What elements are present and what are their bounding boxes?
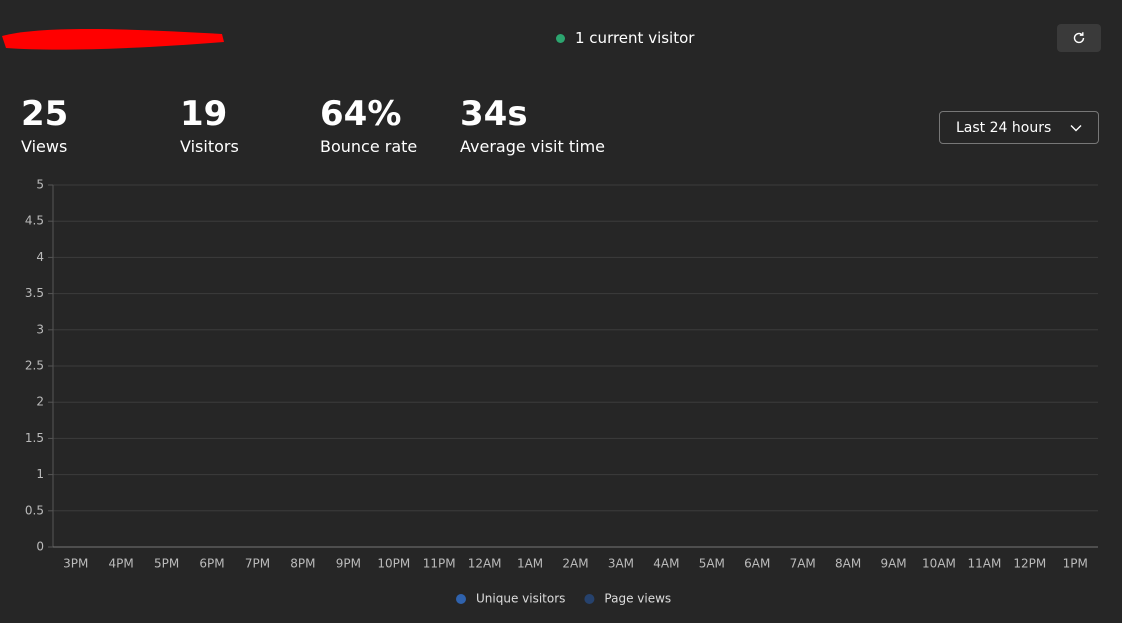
metric-value: 34s bbox=[460, 94, 528, 134]
metric: 19 Visitors bbox=[180, 92, 239, 158]
current-visitors-text: 1 current visitor bbox=[575, 29, 695, 47]
y-tick-label: 1 bbox=[36, 467, 44, 481]
metric-label: Views bbox=[21, 137, 68, 156]
redacted-title bbox=[2, 29, 224, 50]
x-tick-label: 2AM bbox=[562, 557, 588, 571]
x-tick-label: 12PM bbox=[1013, 557, 1046, 571]
y-tick-label: 4.5 bbox=[25, 214, 44, 228]
current-visitors: 1 current visitor bbox=[556, 29, 694, 47]
x-tick-label: 10PM bbox=[377, 557, 410, 571]
metric-value: 19 bbox=[180, 94, 228, 134]
legend-swatch bbox=[584, 594, 595, 604]
legend-label: Page views bbox=[604, 592, 671, 606]
legend-label: Unique visitors bbox=[476, 592, 565, 606]
date-range-dropdown[interactable]: Last 24 hours bbox=[939, 111, 1099, 144]
metric-label: Average visit time bbox=[460, 137, 605, 156]
x-tick-label: 7PM bbox=[245, 557, 270, 571]
x-tick-label: 4PM bbox=[109, 557, 134, 571]
x-tick-label: 11AM bbox=[967, 557, 1001, 571]
metric: 64% Bounce rate bbox=[320, 92, 417, 158]
metric: 25 Views bbox=[21, 92, 68, 158]
y-tick-label: 2 bbox=[36, 395, 44, 409]
y-tick-label: 2.5 bbox=[25, 359, 44, 373]
refresh-button[interactable] bbox=[1057, 24, 1101, 52]
y-tick-label: 4 bbox=[36, 250, 44, 264]
x-tick-label: 9PM bbox=[336, 557, 361, 571]
x-tick-label: 5PM bbox=[154, 557, 179, 571]
x-tick-label: 12AM bbox=[468, 557, 502, 571]
x-tick-label: 5AM bbox=[699, 557, 725, 571]
metric-value: 25 bbox=[21, 94, 69, 134]
x-tick-label: 3AM bbox=[608, 557, 634, 571]
y-tick-label: 0.5 bbox=[25, 503, 44, 517]
y-tick-label: 0 bbox=[36, 540, 44, 554]
x-tick-label: 1AM bbox=[517, 557, 543, 571]
legend-swatch bbox=[456, 594, 466, 604]
x-tick-label: 6AM bbox=[744, 557, 770, 571]
x-tick-label: 4AM bbox=[653, 557, 679, 571]
x-tick-label: 10AM bbox=[922, 557, 956, 571]
x-tick-label: 8PM bbox=[290, 557, 315, 571]
y-tick-label: 3.5 bbox=[25, 286, 44, 300]
metric-label: Visitors bbox=[180, 137, 239, 156]
x-tick-label: 8AM bbox=[835, 557, 861, 571]
y-tick-label: 3 bbox=[36, 322, 44, 336]
date-range-text: Last 24 hours bbox=[956, 119, 1052, 136]
metric-value: 64% bbox=[320, 94, 402, 134]
metric-label: Bounce rate bbox=[320, 137, 418, 156]
x-tick-label: 7AM bbox=[790, 557, 816, 571]
x-tick-label: 11PM bbox=[423, 557, 456, 571]
y-tick-label: 5 bbox=[36, 178, 44, 192]
x-tick-label: 1PM bbox=[1063, 557, 1088, 571]
x-tick-label: 6PM bbox=[199, 557, 224, 571]
y-tick-label: 1.5 bbox=[25, 431, 44, 445]
metric: 34s Average visit time bbox=[460, 92, 605, 158]
x-tick-label: 3PM bbox=[63, 557, 88, 571]
x-tick-label: 9AM bbox=[880, 557, 906, 571]
